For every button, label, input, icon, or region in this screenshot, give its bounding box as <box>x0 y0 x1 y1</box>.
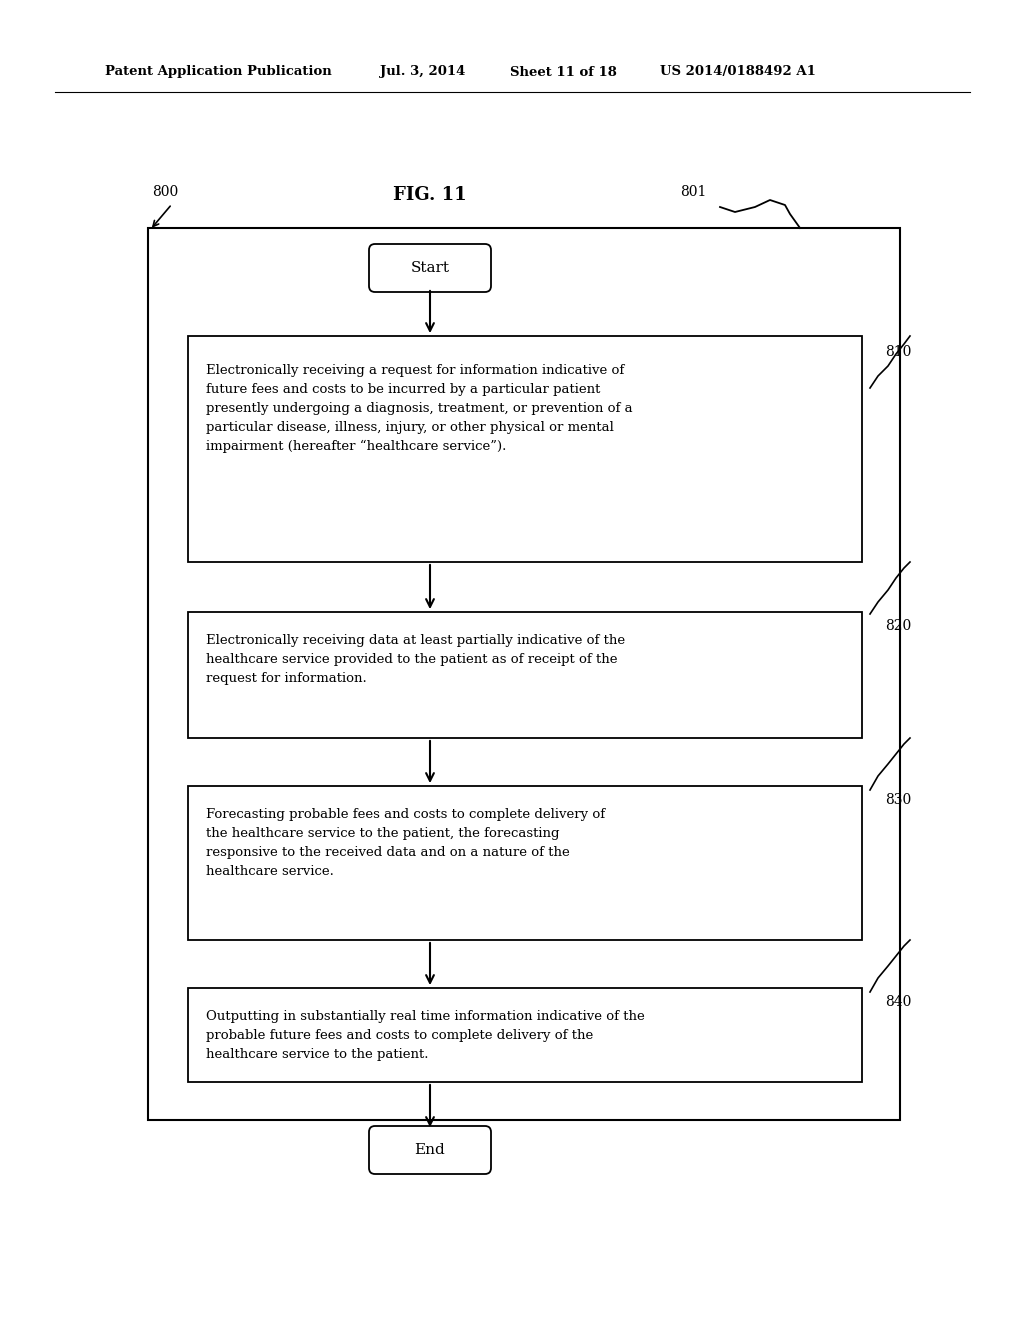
Text: End: End <box>415 1143 445 1158</box>
Text: 840: 840 <box>885 995 911 1008</box>
Text: FIG. 11: FIG. 11 <box>393 186 467 205</box>
Text: Start: Start <box>411 261 450 275</box>
Bar <box>188 337 862 562</box>
Text: Jul. 3, 2014: Jul. 3, 2014 <box>380 66 465 78</box>
Text: Forecasting probable fees and costs to complete delivery of
the healthcare servi: Forecasting probable fees and costs to c… <box>206 808 605 878</box>
Bar <box>188 987 862 1082</box>
Bar <box>188 612 862 738</box>
Text: Sheet 11 of 18: Sheet 11 of 18 <box>510 66 616 78</box>
Text: Electronically receiving a request for information indicative of
future fees and: Electronically receiving a request for i… <box>206 364 633 453</box>
Text: 801: 801 <box>680 185 707 199</box>
Text: Outputting in substantially real time information indicative of the
probable fut: Outputting in substantially real time in… <box>206 1010 645 1061</box>
Text: Electronically receiving data at least partially indicative of the
healthcare se: Electronically receiving data at least p… <box>206 634 625 685</box>
Text: 820: 820 <box>885 619 911 634</box>
Text: 830: 830 <box>885 793 911 807</box>
Text: Patent Application Publication: Patent Application Publication <box>105 66 332 78</box>
Bar <box>148 228 900 1119</box>
Text: 810: 810 <box>885 345 911 359</box>
FancyBboxPatch shape <box>369 244 490 292</box>
Bar <box>188 785 862 940</box>
Text: 800: 800 <box>152 185 178 199</box>
FancyBboxPatch shape <box>369 1126 490 1173</box>
Text: US 2014/0188492 A1: US 2014/0188492 A1 <box>660 66 816 78</box>
